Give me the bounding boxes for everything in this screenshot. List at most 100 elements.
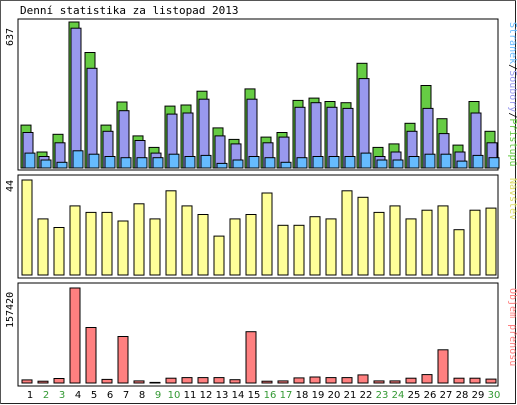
- day-labels: 1 2 3 4 5 6 7 8 9 10 11 12 13 14 15 16 17 18 19 20 21 22 23 24 2…: [27, 390, 501, 401]
- bar-pages-day-15: [248, 156, 260, 169]
- bar-kbytes-day-3: [53, 378, 65, 384]
- bar-visits-day-6: [101, 211, 113, 276]
- day-label-2: 2: [43, 390, 49, 401]
- legend-visits: Návštěv: [507, 178, 517, 220]
- bar-visits-day-12: [197, 214, 209, 276]
- bar-kbytes-day-19: [309, 376, 321, 384]
- bar-kbytes-day-12: [197, 377, 209, 384]
- bar-pages-day-12: [200, 154, 212, 169]
- bar-pages-day-16: [264, 157, 276, 169]
- bar-kbytes-day-22: [357, 374, 369, 384]
- day-label-27: 27: [440, 390, 453, 401]
- day-label-14: 14: [232, 390, 245, 401]
- bar-kbytes-day-9: [149, 381, 161, 384]
- bar-visits-day-18: [293, 224, 305, 276]
- bar-kbytes-day-16: [261, 380, 273, 384]
- bar-kbytes-day-27: [437, 349, 449, 384]
- bar-pages-day-13: [216, 162, 228, 169]
- day-label-30: 30: [488, 390, 501, 401]
- bar-visits-day-23: [373, 211, 385, 276]
- day-label-10: 10: [168, 390, 181, 401]
- legend-files: Soubory: [507, 70, 517, 112]
- bar-visits-day-14: [229, 218, 241, 276]
- bar-kbytes-day-23: [373, 380, 385, 384]
- legend-hits-files-pages: Stránek/Soubory/Přístupů: [507, 22, 517, 167]
- bar-kbytes-day-21: [341, 377, 353, 384]
- day-label-25: 25: [408, 390, 421, 401]
- bar-pages-day-18: [296, 157, 308, 169]
- day-label-15: 15: [248, 390, 261, 401]
- bar-kbytes-day-4: [69, 287, 81, 384]
- bar-visits-day-27: [437, 205, 449, 276]
- bar-visits-day-5: [85, 211, 97, 276]
- bar-visits-day-15: [245, 214, 257, 276]
- legend-sep-2: /: [507, 112, 517, 118]
- bar-visits-day-19: [309, 216, 321, 276]
- bar-kbytes-day-25: [405, 377, 417, 384]
- bar-visits-day-16: [261, 192, 273, 276]
- bar-pages-day-27: [440, 153, 452, 169]
- bar-visits-day-11: [181, 205, 193, 276]
- bar-visits-day-21: [341, 190, 353, 276]
- bar-visits-day-22: [357, 196, 369, 276]
- day-label-1: 1: [27, 390, 33, 401]
- bar-kbytes-day-26: [421, 374, 433, 384]
- bar-visits-day-26: [421, 209, 433, 276]
- day-label-21: 21: [344, 390, 357, 401]
- bar-kbytes-day-7: [117, 336, 129, 384]
- bar-visits-day-4: [69, 205, 81, 276]
- bar-pages-day-19: [312, 156, 324, 169]
- bar-pages-day-2: [40, 159, 52, 169]
- bar-kbytes-day-29: [469, 377, 481, 384]
- bar-kbytes-day-20: [325, 377, 337, 384]
- panel-kbytes-frame: [17, 282, 499, 387]
- day-label-22: 22: [360, 390, 373, 401]
- bar-kbytes-day-10: [165, 377, 177, 384]
- bar-pages-day-6: [104, 156, 116, 169]
- bar-pages-day-5: [88, 153, 100, 169]
- bar-kbytes-day-2: [37, 380, 49, 384]
- day-label-29: 29: [472, 390, 485, 401]
- bar-kbytes-day-1: [21, 379, 33, 384]
- legend-pages: Stránek: [507, 22, 517, 64]
- bar-pages-day-26: [424, 153, 436, 169]
- bar-visits-day-24: [389, 205, 401, 276]
- bar-kbytes-day-17: [277, 380, 289, 384]
- bar-visits-day-8: [133, 203, 145, 276]
- bar-visits-day-1: [21, 179, 33, 276]
- bar-pages-day-22: [360, 152, 372, 169]
- bar-pages-day-9: [152, 157, 164, 169]
- bar-kbytes-day-13: [213, 377, 225, 384]
- bar-pages-day-21: [344, 156, 356, 169]
- legend-sep-1: /: [507, 64, 517, 70]
- bar-pages-day-24: [392, 159, 404, 169]
- bar-kbytes-day-28: [453, 377, 465, 384]
- bar-files-day-4: [70, 27, 82, 169]
- panel-hits-ymax-label: 637: [5, 28, 16, 46]
- day-label-19: 19: [312, 390, 325, 401]
- day-label-13: 13: [216, 390, 229, 401]
- bar-pages-day-1: [24, 152, 36, 169]
- day-label-4: 4: [75, 390, 81, 401]
- bar-visits-day-30: [485, 207, 497, 276]
- bar-pages-day-8: [136, 157, 148, 169]
- day-label-28: 28: [456, 390, 469, 401]
- panel-kbytes-ymax-label: 157420: [5, 292, 16, 328]
- bar-kbytes-day-5: [85, 327, 97, 384]
- day-label-26: 26: [424, 390, 437, 401]
- bar-pages-day-29: [472, 154, 484, 169]
- bar-pages-day-23: [376, 159, 388, 169]
- bar-visits-day-10: [165, 190, 177, 276]
- bar-pages-day-4: [72, 150, 84, 169]
- bar-pages-day-3: [56, 161, 68, 169]
- bar-visits-day-29: [469, 209, 481, 276]
- day-label-17: 17: [280, 390, 293, 401]
- day-label-6: 6: [107, 390, 113, 401]
- panel-visits-frame: [17, 174, 499, 279]
- bar-kbytes-day-30: [485, 378, 497, 384]
- bar-pages-day-30: [488, 157, 500, 169]
- bar-visits-day-28: [453, 229, 465, 276]
- bar-pages-day-11: [184, 156, 196, 169]
